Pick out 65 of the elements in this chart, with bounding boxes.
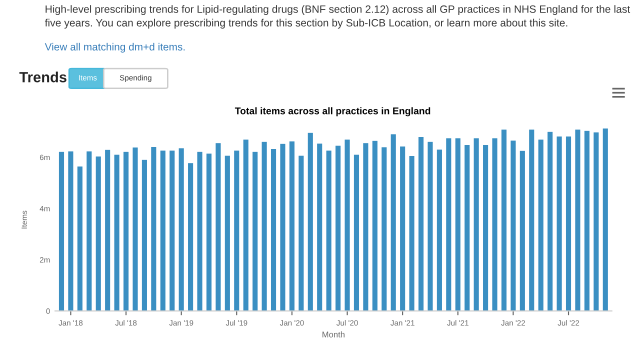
bar bbox=[58, 152, 64, 311]
bar bbox=[326, 150, 332, 311]
bar bbox=[510, 140, 516, 311]
bar bbox=[234, 150, 240, 311]
bar bbox=[566, 136, 572, 311]
bar bbox=[206, 154, 212, 311]
bar bbox=[298, 156, 304, 311]
bar bbox=[354, 154, 360, 311]
bar bbox=[132, 148, 138, 311]
bar bbox=[188, 163, 194, 311]
chart-subtitle: High-level prescribing trends for Lipid-regulating drugs (BNF section 2.12) across all GP practices in NHS England for the last five years. You can explore prescribing trends for this section by Sub-ICB Location, or learn more about this site. bbox=[44, 5, 630, 29]
bar bbox=[474, 138, 479, 311]
bar bbox=[262, 142, 267, 311]
bar bbox=[400, 146, 406, 311]
x-axis-title: Month bbox=[322, 331, 344, 338]
bar bbox=[197, 152, 202, 311]
bar bbox=[483, 144, 488, 311]
bar bbox=[436, 150, 442, 311]
bar bbox=[170, 150, 175, 311]
bar bbox=[390, 134, 396, 311]
bar bbox=[501, 130, 507, 311]
bar bbox=[178, 148, 184, 311]
bar bbox=[86, 151, 92, 311]
bar bbox=[114, 154, 120, 311]
bar bbox=[280, 144, 286, 311]
bar bbox=[317, 144, 322, 311]
bar bbox=[160, 150, 166, 311]
bar bbox=[382, 147, 387, 311]
bar bbox=[216, 143, 221, 311]
bar bbox=[105, 150, 110, 311]
bar bbox=[446, 138, 452, 311]
bar bbox=[409, 156, 414, 311]
bar bbox=[270, 149, 276, 311]
bar bbox=[594, 132, 599, 311]
bar bbox=[464, 144, 470, 311]
bar bbox=[243, 140, 248, 311]
bar bbox=[548, 132, 553, 311]
bar bbox=[372, 140, 378, 311]
bar bbox=[575, 130, 580, 311]
bar bbox=[418, 137, 424, 311]
bar bbox=[142, 160, 147, 311]
bar bbox=[224, 156, 230, 311]
bar bbox=[77, 166, 82, 311]
bar bbox=[344, 140, 350, 311]
bar bbox=[68, 151, 74, 311]
bar bbox=[336, 146, 341, 311]
bar bbox=[584, 130, 590, 311]
chart-title: Total items across all practices in England bbox=[234, 107, 430, 116]
bar bbox=[308, 132, 313, 311]
bar bbox=[123, 152, 129, 311]
bar bbox=[252, 152, 258, 311]
bar bbox=[455, 138, 460, 311]
text: View all matching dm+d items. bbox=[44, 42, 185, 53]
bar bbox=[520, 150, 525, 311]
bar bbox=[492, 138, 498, 311]
bar bbox=[96, 156, 101, 311]
bar bbox=[529, 130, 534, 311]
bar bbox=[602, 128, 608, 311]
text: Trends bbox=[19, 72, 66, 82]
bar bbox=[556, 136, 562, 311]
bar bbox=[363, 143, 368, 311]
bar bbox=[151, 147, 156, 311]
bar bbox=[289, 141, 294, 311]
bar bbox=[538, 140, 544, 311]
bar bbox=[428, 142, 433, 311]
